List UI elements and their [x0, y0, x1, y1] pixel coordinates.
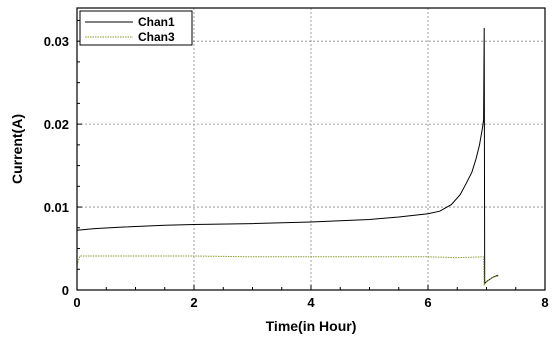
legend-label-chan1: Chan1 — [138, 15, 175, 29]
x-tick-label: 0 — [73, 295, 80, 310]
y-tick-label: 0.02 — [44, 117, 69, 132]
grid-layer — [77, 8, 545, 290]
legend-box — [79, 10, 193, 46]
y-tick-label: 0 — [62, 283, 69, 298]
ticks-layer: 0 2 4 6 8 0 0.01 0.02 0.03 — [44, 19, 549, 310]
x-tick-label: 4 — [307, 295, 315, 310]
y-tick-label: 0.01 — [44, 200, 69, 215]
series-layer — [76, 27, 499, 287]
x-tick-label: 2 — [190, 295, 197, 310]
x-axis-label: Time(in Hour) — [266, 318, 357, 334]
y-tick-label: 0.03 — [44, 34, 69, 49]
legend-label-chan3: Chan3 — [138, 30, 175, 44]
y-axis-label: Current(A) — [9, 114, 25, 184]
x-tick-label: 6 — [424, 295, 431, 310]
x-tick-label: 8 — [541, 295, 548, 310]
series-line-chan3 — [76, 255, 499, 287]
legend: Chan1 Chan3 — [79, 10, 193, 46]
series-line-chan1 — [76, 27, 499, 285]
